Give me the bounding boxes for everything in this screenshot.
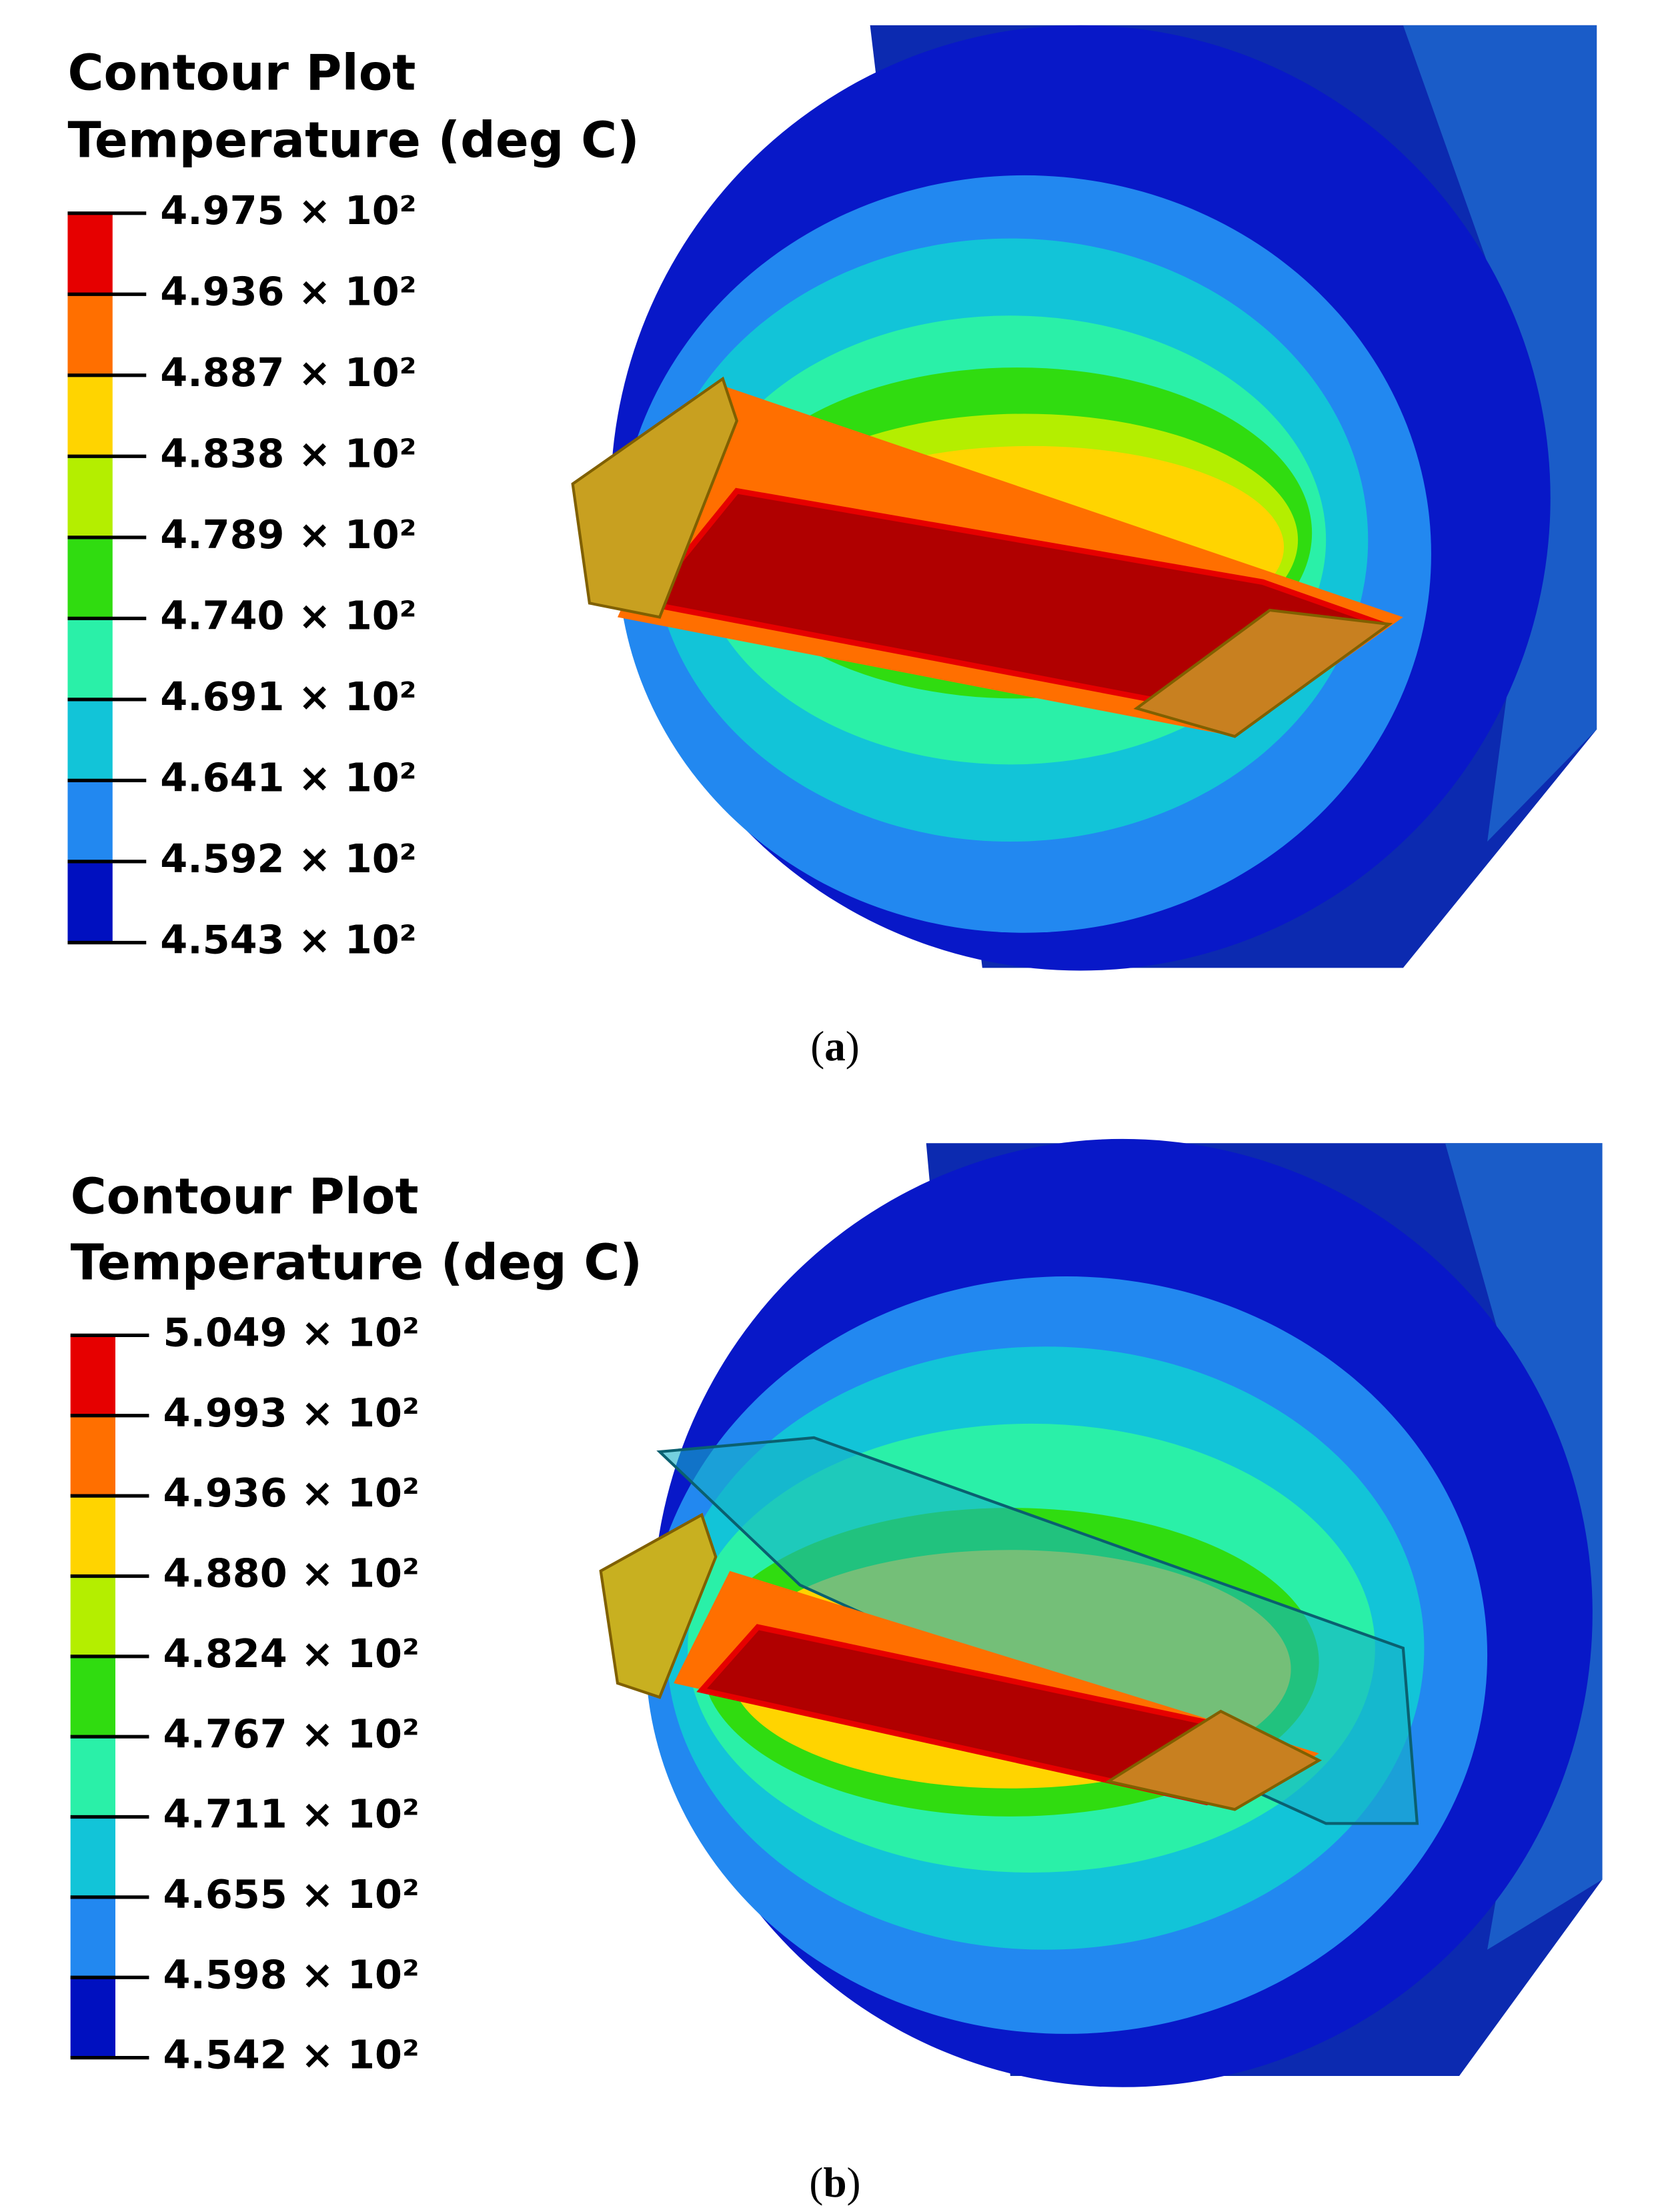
- caption: (a): [810, 1023, 860, 1070]
- legend-band: [67, 618, 113, 700]
- legend-label: 4.592 × 10²: [160, 836, 416, 882]
- legend-band: [67, 780, 113, 862]
- legend-band: [70, 1737, 115, 1817]
- legend-band: [70, 1817, 115, 1897]
- legend-label: 4.542 × 10²: [163, 2032, 419, 2078]
- contour-render-b: [599, 1138, 1603, 2087]
- caption-part: a: [824, 1023, 846, 1070]
- contour-render-a: [571, 25, 1597, 971]
- legend-label: 5.049 × 10²: [163, 1310, 419, 1356]
- caption-part: ): [846, 1023, 860, 1070]
- legend-band: [67, 456, 113, 537]
- legend-subtitle: Temperature (deg C): [71, 1234, 642, 1291]
- caption-part: (: [810, 1023, 824, 1070]
- legend-label: 4.543 × 10²: [160, 917, 416, 963]
- legend-label: 4.887 × 10²: [160, 349, 416, 395]
- legend-band: [67, 537, 113, 619]
- legend-title: Contour Plot: [67, 45, 415, 102]
- legend-label: 4.691 × 10²: [160, 674, 416, 720]
- legend-label: 4.936 × 10²: [163, 1470, 419, 1516]
- legend-label: 4.838 × 10²: [160, 430, 416, 476]
- legend-band: [67, 375, 113, 457]
- legend-label: 4.641 × 10²: [160, 755, 416, 801]
- caption-part: b: [823, 2159, 846, 2206]
- legend-label: 4.936 × 10²: [160, 268, 416, 314]
- legend-band: [67, 699, 113, 781]
- legend-label: 4.767 × 10²: [163, 1711, 419, 1757]
- legend-band: [67, 213, 113, 295]
- legend-band: [70, 1335, 115, 1416]
- legend-label: 4.824 × 10²: [163, 1630, 419, 1677]
- legend-band: [70, 1977, 115, 2058]
- caption: (b): [809, 2159, 860, 2206]
- legend-band: [67, 294, 113, 375]
- legend-band: [70, 1897, 115, 1978]
- legend-label: 4.975 × 10²: [160, 187, 416, 233]
- legend-label: 4.598 × 10²: [163, 1951, 419, 1997]
- legend-title: Contour Plot: [71, 1168, 419, 1225]
- legend-label: 4.711 × 10²: [163, 1791, 419, 1837]
- legend-band: [70, 1656, 115, 1737]
- legend-subtitle: Temperature (deg C): [67, 113, 639, 169]
- legend-label: 4.789 × 10²: [160, 511, 416, 558]
- caption-part: (: [809, 2159, 823, 2206]
- legend-label: 4.740 × 10²: [160, 592, 416, 638]
- legend-band: [70, 1576, 115, 1656]
- legend-label: 4.880 × 10²: [163, 1550, 419, 1596]
- legend-label: 4.993 × 10²: [163, 1390, 419, 1436]
- legend-band: [70, 1496, 115, 1576]
- legend-band: [70, 1415, 115, 1496]
- caption-part: ): [847, 2159, 861, 2206]
- legend-label: 4.655 × 10²: [163, 1871, 419, 1917]
- legend-band: [67, 861, 113, 943]
